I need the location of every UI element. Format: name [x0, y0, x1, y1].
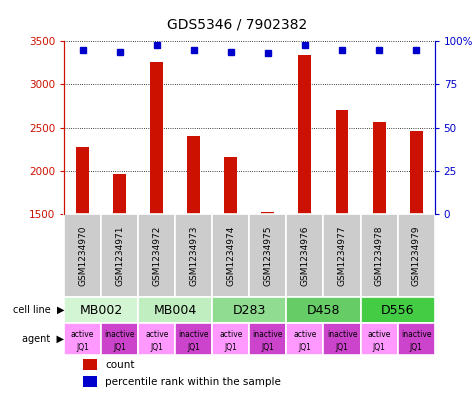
Bar — [286, 297, 361, 323]
Text: count: count — [105, 360, 134, 370]
Bar — [187, 136, 200, 214]
Bar — [83, 358, 97, 371]
Bar — [361, 323, 398, 355]
Text: GSM1234971: GSM1234971 — [115, 225, 124, 286]
Text: MB004: MB004 — [153, 304, 197, 317]
Bar — [150, 62, 163, 214]
Bar — [323, 214, 361, 297]
Bar — [249, 323, 286, 355]
Bar — [64, 323, 101, 355]
Text: JQ1: JQ1 — [187, 343, 200, 352]
Bar — [224, 157, 238, 214]
Text: GSM1234978: GSM1234978 — [375, 225, 383, 286]
Bar — [398, 214, 435, 297]
Bar — [323, 323, 361, 355]
Bar — [286, 214, 323, 297]
Bar — [249, 214, 286, 297]
Text: inactive: inactive — [401, 330, 431, 339]
Text: inactive: inactive — [179, 330, 209, 339]
Bar — [64, 214, 101, 297]
Text: GSM1234972: GSM1234972 — [152, 225, 161, 286]
Text: percentile rank within the sample: percentile rank within the sample — [105, 376, 281, 387]
Bar — [64, 297, 138, 323]
Text: active: active — [145, 330, 169, 339]
Text: cell line  ▶: cell line ▶ — [13, 305, 64, 315]
Bar — [398, 323, 435, 355]
Bar — [286, 323, 323, 355]
Bar — [212, 323, 249, 355]
Bar — [361, 214, 398, 297]
Text: agent  ▶: agent ▶ — [22, 334, 64, 344]
Text: JQ1: JQ1 — [261, 343, 275, 352]
Bar — [76, 147, 89, 214]
Bar — [361, 297, 435, 323]
Text: JQ1: JQ1 — [298, 343, 312, 352]
Bar — [175, 214, 212, 297]
Text: JQ1: JQ1 — [76, 343, 89, 352]
Bar — [372, 122, 386, 214]
Bar — [409, 131, 423, 214]
Text: active: active — [293, 330, 317, 339]
Text: JQ1: JQ1 — [224, 343, 238, 352]
Bar — [261, 212, 275, 214]
Bar — [175, 323, 212, 355]
Text: GSM1234975: GSM1234975 — [264, 225, 272, 286]
Bar — [335, 110, 349, 214]
Bar — [83, 375, 97, 387]
Bar — [113, 174, 126, 214]
Text: active: active — [367, 330, 391, 339]
Text: JQ1: JQ1 — [372, 343, 386, 352]
Text: active: active — [219, 330, 243, 339]
Text: GSM1234970: GSM1234970 — [78, 225, 87, 286]
Text: JQ1: JQ1 — [409, 343, 423, 352]
Bar — [138, 297, 212, 323]
Bar — [212, 297, 286, 323]
Text: inactive: inactive — [104, 330, 135, 339]
Text: JQ1: JQ1 — [150, 343, 163, 352]
Text: D283: D283 — [233, 304, 266, 317]
Text: GSM1234976: GSM1234976 — [301, 225, 309, 286]
Text: D556: D556 — [381, 304, 414, 317]
Bar — [101, 214, 138, 297]
Bar — [138, 214, 175, 297]
Text: GSM1234977: GSM1234977 — [338, 225, 346, 286]
Bar — [138, 323, 175, 355]
Text: inactive: inactive — [327, 330, 357, 339]
Bar — [298, 55, 312, 214]
Text: GDS5346 / 7902382: GDS5346 / 7902382 — [167, 18, 308, 32]
Bar — [212, 214, 249, 297]
Text: GSM1234974: GSM1234974 — [227, 225, 235, 286]
Text: JQ1: JQ1 — [335, 343, 349, 352]
Bar — [101, 323, 138, 355]
Text: inactive: inactive — [253, 330, 283, 339]
Text: GSM1234979: GSM1234979 — [412, 225, 420, 286]
Text: MB002: MB002 — [79, 304, 123, 317]
Text: GSM1234973: GSM1234973 — [190, 225, 198, 286]
Text: D458: D458 — [307, 304, 340, 317]
Text: JQ1: JQ1 — [113, 343, 126, 352]
Text: active: active — [71, 330, 95, 339]
